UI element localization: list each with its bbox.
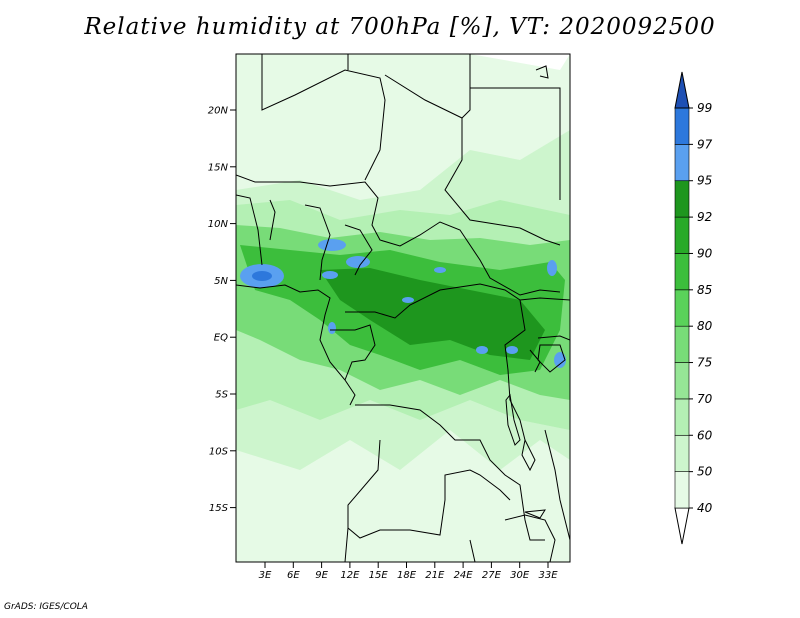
border-line	[461, 54, 471, 119]
colorbar-label: 40	[697, 501, 713, 515]
colorbar-max-triangle	[674, 71, 690, 109]
border-line	[304, 204, 331, 281]
lon-tick-label: 12E	[340, 570, 360, 581]
colorbar-label: 75	[697, 356, 712, 370]
humidity-patch-97	[554, 352, 566, 368]
humidity-patch-97	[346, 256, 370, 268]
colorbar-segment	[674, 325, 690, 363]
humidity-patch-99	[252, 271, 272, 281]
colorbar-label: 95	[697, 174, 712, 188]
grads-credit: GrADS: IGES/COLA	[4, 602, 88, 612]
lake-outline	[537, 344, 566, 373]
border-line	[236, 284, 356, 406]
colorbar-label: 97	[697, 137, 713, 151]
lon-tick-label: 3E	[259, 570, 272, 581]
border-line	[504, 514, 556, 562]
border-line	[544, 429, 570, 541]
lon-tick-label: 30E	[510, 570, 530, 581]
colorbar-label: 92	[697, 210, 712, 224]
colorbar-label: 70	[697, 392, 713, 406]
lake-outline	[524, 509, 546, 519]
border-line	[344, 224, 373, 276]
humidity-patch-97	[476, 346, 488, 354]
country-borders	[236, 54, 570, 562]
lon-tick-label: 21E	[425, 570, 445, 581]
colorbar-segment	[674, 362, 690, 400]
lat-tick-label: 10N	[208, 219, 229, 230]
lon-tick-label: 18E	[397, 570, 417, 581]
colorbar-label: 85	[697, 283, 712, 297]
lon-tick-label: 27E	[482, 570, 502, 581]
border-line	[469, 539, 476, 562]
lake-outline	[505, 393, 521, 446]
border-line	[330, 324, 376, 381]
lat-tick-label: 10S	[209, 446, 229, 457]
lat-tick-label: 15S	[209, 503, 229, 514]
border-line	[236, 194, 263, 266]
border-line	[269, 199, 276, 241]
humidity-patch-97	[434, 267, 446, 273]
border-line	[384, 74, 561, 246]
longitude-axis: 3E 6E 9E 12E 15E 18E 21E 24E 27E 30E 33E	[259, 562, 558, 581]
lat-tick-label: 15N	[208, 162, 229, 173]
map-frame	[235, 53, 571, 563]
chart-title: Relative humidity at 700hPa [%], VT: 202…	[84, 14, 716, 40]
lon-tick-label: 9E	[315, 570, 328, 581]
colorbar-segment	[674, 180, 690, 218]
humidity-field	[236, 54, 570, 562]
lake-outline	[521, 438, 536, 472]
humidity-patch-97	[547, 260, 557, 276]
colorbar-segment	[674, 434, 690, 472]
colorbar-min-triangle	[674, 507, 690, 545]
colorbar-segment	[674, 216, 690, 254]
lat-tick-label: EQ	[214, 333, 228, 344]
lon-tick-label: 6E	[287, 570, 300, 581]
humidity-patch-97	[506, 346, 518, 354]
colorbar-segment	[674, 253, 690, 291]
colorbar-label: 60	[697, 428, 713, 442]
coast-detail	[535, 65, 549, 79]
colorbar-label: 50	[697, 465, 713, 479]
colorbar-label: 80	[697, 319, 713, 333]
lat-tick-label: 20N	[208, 106, 229, 117]
border-line	[504, 299, 526, 441]
humidity-patch-97	[322, 271, 338, 279]
border-line	[355, 404, 545, 541]
colorbar-segment	[674, 144, 690, 182]
border-line	[261, 54, 386, 181]
border-line	[344, 527, 349, 562]
humidity-area-95	[320, 268, 545, 360]
border-line	[347, 439, 511, 539]
lon-tick-label: 24E	[454, 570, 474, 581]
humidity-patch-97	[402, 297, 414, 303]
colorbar-segment	[674, 398, 690, 436]
colorbar-label: 99	[697, 101, 712, 115]
lon-tick-label: 33E	[538, 570, 558, 581]
colorbar-segment	[674, 289, 690, 327]
border-line	[470, 87, 561, 200]
humidity-patch-97	[328, 322, 336, 334]
lat-tick-label: 5S	[215, 390, 228, 401]
colorbar: 40 50 60 70 75 80 85 90 92 95 97 99	[674, 71, 713, 545]
lat-tick-label: 5N	[214, 276, 228, 287]
border-line	[537, 335, 570, 341]
lon-tick-label: 15E	[369, 570, 389, 581]
border-line	[236, 174, 561, 296]
colorbar-label: 90	[697, 246, 713, 260]
border-line	[345, 283, 570, 319]
colorbar-segment	[674, 471, 690, 509]
latitude-axis: 20N 15N 10N 5N EQ 5S 10S 15S	[208, 106, 236, 514]
humidity-patch-97	[318, 239, 346, 251]
colorbar-segment	[674, 107, 690, 145]
